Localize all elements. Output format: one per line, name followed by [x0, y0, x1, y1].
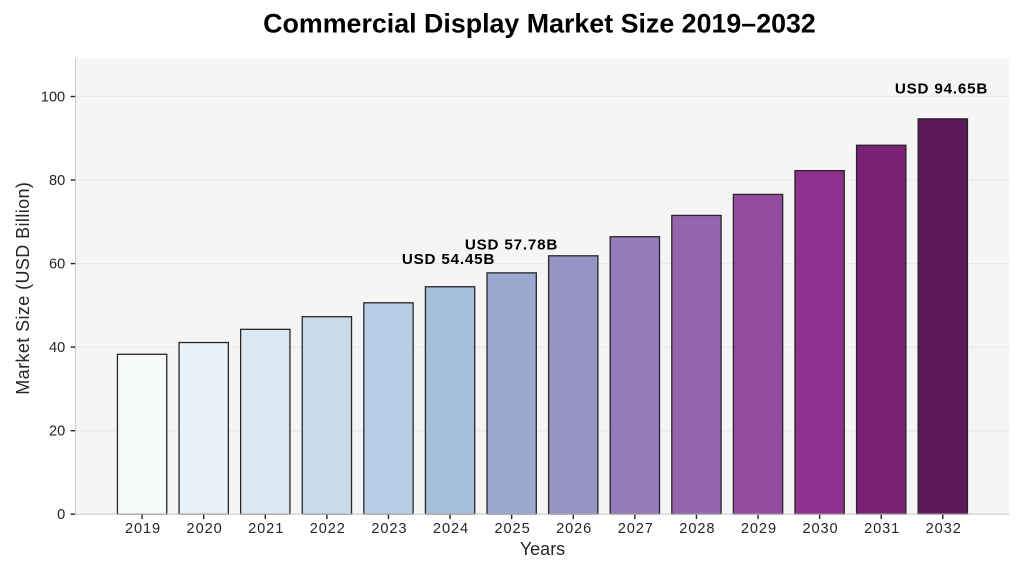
svg-text:2029: 2029	[741, 521, 777, 537]
svg-text:100: 100	[41, 90, 65, 106]
svg-text:USD 94.65B: USD 94.65B	[895, 80, 988, 97]
svg-text:0: 0	[57, 507, 65, 523]
svg-text:2028: 2028	[679, 521, 715, 537]
svg-text:2030: 2030	[802, 521, 838, 537]
svg-text:USD 54.45B: USD 54.45B	[402, 251, 495, 268]
svg-text:2032: 2032	[926, 521, 962, 537]
svg-text:80: 80	[49, 173, 65, 189]
svg-text:40: 40	[49, 340, 65, 356]
svg-text:20: 20	[49, 424, 65, 440]
svg-text:2024: 2024	[433, 521, 469, 537]
svg-text:2031: 2031	[864, 521, 900, 537]
svg-text:2021: 2021	[248, 521, 284, 537]
svg-text:2020: 2020	[187, 521, 223, 537]
svg-text:USD 57.78B: USD 57.78B	[465, 236, 558, 253]
svg-text:2026: 2026	[556, 521, 592, 537]
svg-text:2025: 2025	[495, 521, 531, 537]
svg-text:2023: 2023	[371, 521, 407, 537]
svg-text:2022: 2022	[310, 521, 346, 537]
svg-text:Market Size (USD Billion): Market Size (USD Billion)	[13, 182, 33, 395]
svg-text:60: 60	[49, 257, 65, 273]
svg-text:Years: Years	[520, 539, 565, 559]
svg-text:2019: 2019	[125, 521, 161, 537]
svg-text:Commercial Display Market Size: Commercial Display Market Size 2019–2032	[263, 9, 816, 39]
svg-text:2027: 2027	[618, 521, 654, 537]
